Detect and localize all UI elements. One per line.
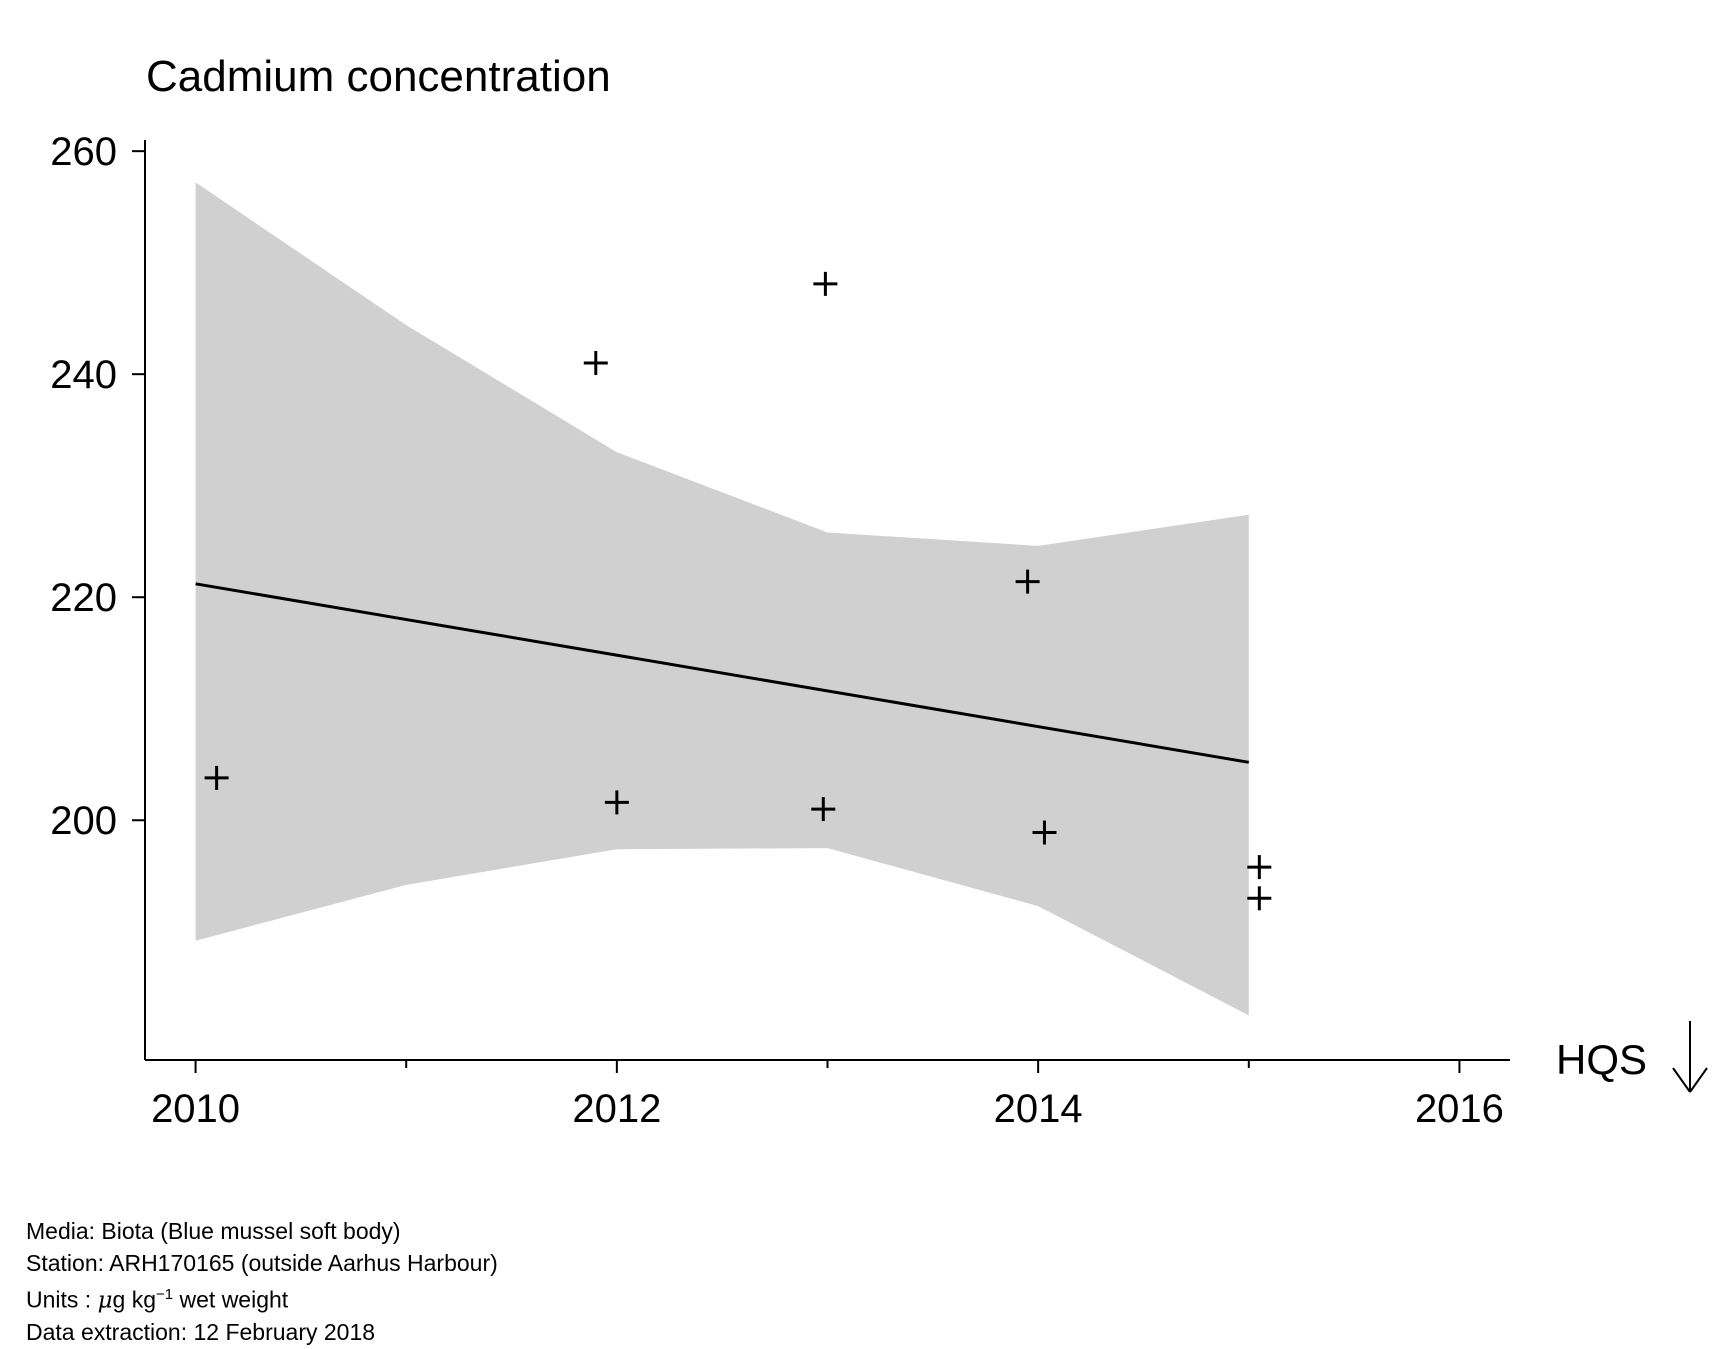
confidence-band-layer [195,182,1249,1016]
data-point-4 [813,271,838,296]
footer-units: Units : μg kg−1 wet weight [26,1279,498,1317]
hqs-label: HQS [1556,1036,1647,1083]
data-points-layer [204,271,1272,911]
chart-title: Cadmium concentration [146,52,611,101]
footer-station: Station: ARH170165 (outside Aarhus Harbo… [26,1249,498,1276]
trend-line [195,582,1250,764]
confidence-band [195,182,1249,1016]
y-tick-label-240: 240 [50,353,117,397]
footer-media: Media: Biota (Blue mussel soft body) [26,1218,401,1244]
axes: 200 220 240 260 2010 2012 2014 2016 [50,130,1510,1131]
footer-units-main: g kg [112,1286,157,1313]
data-point-5 [811,797,836,822]
footer-units-prefix: Units : [26,1286,98,1313]
x-tick-label-2016: 2016 [1415,1087,1504,1131]
trend-line-layer [195,582,1250,764]
data-point-7 [1032,820,1057,845]
footer-units-suffix: wet weight [173,1286,289,1313]
data-point-3 [604,790,629,815]
y-tick-label-260: 260 [50,130,117,174]
data-point-6 [1015,569,1040,594]
footer-units-mu: μ [97,1287,113,1314]
y-tick-label-220: 220 [50,576,117,620]
chart-footer: Media: Biota (Blue mussel soft body) Sta… [26,1216,498,1349]
y-tick-label-200: 200 [50,799,117,843]
footer-units-sup: −1 [156,1286,174,1303]
x-tick-label-2010: 2010 [151,1087,240,1131]
x-tick-label-2014: 2014 [994,1087,1083,1131]
data-point-2 [583,351,608,376]
down-arrow-icon [1672,1021,1708,1093]
data-point-1 [204,765,229,790]
x-tick-label-2012: 2012 [572,1087,661,1131]
data-point-9 [1247,886,1272,911]
data-point-8 [1247,855,1272,880]
footer-extraction: Data extraction: 12 February 2018 [26,1319,376,1346]
